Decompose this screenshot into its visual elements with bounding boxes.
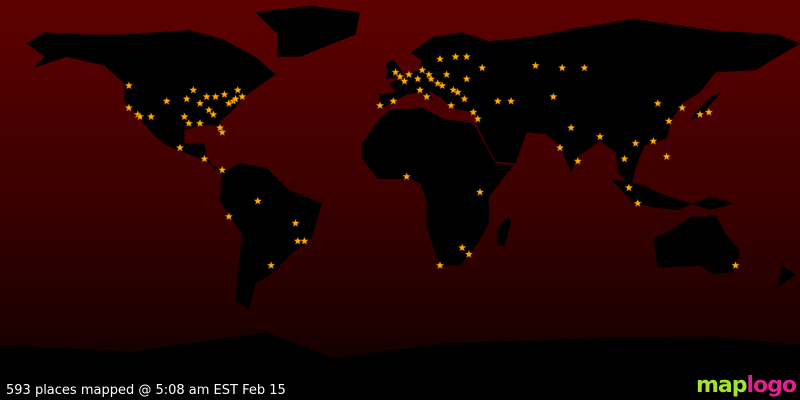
star-icon[interactable]: [464, 249, 474, 259]
star-icon[interactable]: [404, 69, 414, 79]
star-icon[interactable]: [291, 218, 301, 228]
star-icon[interactable]: [468, 107, 478, 117]
land-south-america: [220, 163, 323, 310]
star-icon[interactable]: [217, 165, 227, 174]
star-icon[interactable]: [731, 260, 741, 270]
star-icon[interactable]: [266, 260, 276, 270]
land-new-zealand: [771, 265, 796, 293]
star-icon[interactable]: [224, 211, 234, 221]
star-icon[interactable]: [391, 67, 401, 77]
star-icon[interactable]: [451, 52, 461, 61]
maplogo-logo[interactable]: maplogo: [695, 373, 797, 398]
star-icon[interactable]: [566, 123, 576, 132]
star-icon[interactable]: [442, 69, 452, 79]
star-icon[interactable]: [531, 61, 541, 70]
star-icon[interactable]: [648, 136, 658, 145]
star-icon[interactable]: [135, 112, 145, 121]
star-icon[interactable]: [188, 85, 198, 94]
land-indonesia: [611, 178, 734, 210]
star-icon[interactable]: [462, 52, 472, 61]
star-icon[interactable]: [182, 94, 192, 103]
star-icon[interactable]: [579, 63, 589, 72]
star-icon[interactable]: [433, 78, 443, 88]
star-icon[interactable]: [677, 103, 687, 112]
star-icon[interactable]: [402, 172, 412, 181]
star-icon[interactable]: [557, 63, 567, 72]
star-icon[interactable]: [457, 243, 467, 252]
star-icon[interactable]: [631, 138, 641, 148]
star-icon[interactable]: [633, 198, 643, 208]
star-icon[interactable]: [237, 92, 247, 101]
star-icon[interactable]: [446, 100, 456, 110]
star-icon[interactable]: [219, 89, 229, 99]
star-icon[interactable]: [202, 92, 212, 101]
star-icon[interactable]: [413, 74, 423, 83]
star-icon[interactable]: [619, 154, 629, 163]
land-antarctica: [0, 332, 800, 390]
star-icon[interactable]: [462, 74, 472, 83]
star-icon[interactable]: [453, 87, 463, 97]
star-icon[interactable]: [195, 98, 205, 108]
star-icon[interactable]: [475, 187, 485, 197]
star-icon[interactable]: [555, 143, 565, 152]
status-text: 593 places mapped @ 5:08 am EST Feb 15: [6, 383, 286, 398]
star-icon[interactable]: [231, 94, 241, 103]
star-icon[interactable]: [548, 92, 558, 101]
star-icon[interactable]: [459, 94, 469, 103]
star-icon[interactable]: [395, 72, 405, 81]
land-north-america: [26, 30, 276, 173]
star-icon[interactable]: [184, 118, 194, 128]
star-icon[interactable]: [653, 98, 663, 108]
star-icon[interactable]: [424, 69, 434, 79]
land-eurasia: [377, 19, 800, 188]
star-icon[interactable]: [199, 154, 209, 163]
star-icon[interactable]: [208, 109, 218, 119]
star-icon[interactable]: [253, 196, 263, 205]
star-icon[interactable]: [417, 65, 427, 74]
star-icon[interactable]: [217, 127, 227, 137]
star-icon[interactable]: [624, 183, 634, 192]
star-icon[interactable]: [704, 107, 714, 117]
star-icon[interactable]: [195, 118, 205, 128]
star-icon[interactable]: [399, 76, 409, 86]
star-icon[interactable]: [437, 81, 447, 90]
land-madagascar: [497, 216, 512, 246]
star-icon[interactable]: [215, 123, 225, 132]
star-icon[interactable]: [422, 92, 432, 101]
star-icon[interactable]: [388, 96, 398, 105]
star-icon[interactable]: [493, 96, 503, 105]
star-icon[interactable]: [477, 63, 487, 72]
star-icon[interactable]: [124, 81, 134, 90]
star-icon[interactable]: [662, 152, 672, 161]
star-icon[interactable]: [595, 132, 605, 141]
star-icon[interactable]: [175, 143, 185, 152]
star-icon[interactable]: [293, 236, 303, 245]
star-icon[interactable]: [506, 96, 516, 105]
star-icon[interactable]: [162, 96, 172, 105]
star-icon[interactable]: [124, 103, 134, 112]
star-icon[interactable]: [375, 100, 385, 110]
star-icon[interactable]: [204, 105, 214, 114]
star-icon[interactable]: [473, 114, 483, 123]
star-icon[interactable]: [664, 116, 674, 125]
star-icon[interactable]: [211, 92, 221, 101]
star-icon[interactable]: [695, 109, 705, 119]
star-icon[interactable]: [426, 74, 436, 83]
star-icon[interactable]: [146, 112, 156, 121]
land-greenland: [255, 5, 360, 57]
star-icon[interactable]: [435, 260, 445, 270]
star-icon[interactable]: [179, 112, 189, 121]
land-japan: [688, 92, 723, 122]
star-icon[interactable]: [233, 85, 243, 94]
star-icon[interactable]: [435, 54, 445, 63]
star-icon[interactable]: [415, 85, 425, 94]
land-africa: [362, 107, 514, 266]
star-icon[interactable]: [573, 156, 583, 165]
land-australia: [653, 214, 740, 275]
